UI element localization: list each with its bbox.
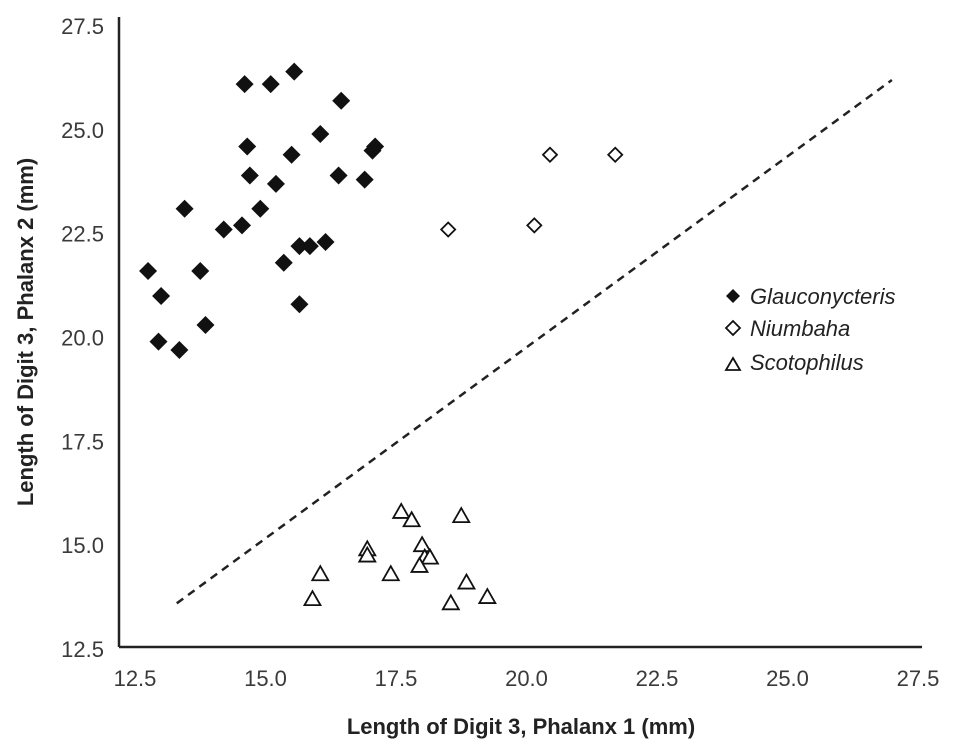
x-tick-label: 20.0: [505, 666, 548, 691]
data-point-glauconycteris-26: [149, 332, 168, 351]
data-point-scotophilus-13: [441, 593, 461, 611]
data-point-glauconycteris-6: [282, 145, 301, 164]
data-point-glauconycteris-22: [191, 262, 210, 281]
y-tick-label: 12.5: [61, 637, 104, 662]
data-point-glauconycteris-18: [300, 237, 319, 256]
data-point-scotophilus-2: [451, 506, 471, 523]
x-tick-label: 22.5: [636, 666, 679, 691]
axes: [117, 17, 922, 649]
y-tick-label: 22.5: [61, 222, 104, 247]
data-point-scotophilus-1: [402, 510, 422, 528]
legend-label-scotophilus: Scotophilus: [750, 350, 864, 375]
x-axis-title: Length of Digit 3, Phalanx 1 (mm): [347, 714, 695, 739]
y-tick-label: 15.0: [61, 533, 104, 558]
data-point-glauconycteris-9: [240, 166, 259, 185]
data-point-glauconycteris-16: [233, 216, 252, 235]
x-tick-label: 17.5: [375, 666, 418, 691]
data-point-glauconycteris-3: [332, 91, 351, 110]
x-tick-label: 27.5: [897, 666, 940, 691]
data-point-scotophilus-11: [456, 572, 477, 590]
data-point-glauconycteris-13: [175, 199, 194, 218]
data-points: [139, 62, 624, 611]
data-point-glauconycteris-4: [238, 137, 257, 156]
data-point-scotophilus-14: [477, 587, 497, 604]
x-tick-label: 12.5: [114, 666, 157, 691]
data-point-glauconycteris-12: [355, 170, 374, 189]
data-point-scotophilus-5: [357, 545, 377, 563]
legend-marker-niumbaha: [724, 319, 742, 337]
data-point-niumbaha-1: [606, 146, 624, 164]
data-point-glauconycteris-21: [139, 262, 158, 281]
legend-marker-glauconycteris: [726, 289, 740, 303]
data-point-glauconycteris-27: [170, 340, 189, 359]
data-point-glauconycteris-17: [290, 237, 309, 256]
x-tick-label: 15.0: [244, 666, 287, 691]
data-point-niumbaha-0: [541, 146, 559, 164]
data-point-glauconycteris-1: [261, 75, 280, 94]
data-point-glauconycteris-11: [329, 166, 348, 185]
data-point-glauconycteris-20: [274, 253, 293, 272]
data-point-scotophilus-3: [412, 535, 432, 553]
data-point-glauconycteris-14: [251, 199, 270, 218]
legend-marker-scotophilus: [724, 356, 742, 371]
data-point-glauconycteris-15: [214, 220, 233, 239]
data-point-glauconycteris-25: [196, 316, 215, 335]
data-point-glauconycteris-19: [316, 232, 335, 251]
data-point-scotophilus-10: [381, 564, 401, 582]
reference-line: [176, 78, 893, 605]
y-tick-labels: 12.5 15.0 17.5 20.0 22.5 25.0 27.5: [61, 14, 104, 662]
data-point-scotophilus-9: [310, 564, 330, 582]
data-point-glauconycteris-2: [285, 62, 304, 81]
legend-label-niumbaha: Niumbaha: [750, 316, 850, 341]
x-tick-labels: 12.5 15.0 17.5 20.0 22.5 25.0 27.5: [114, 666, 940, 691]
data-point-glauconycteris-5: [311, 124, 330, 143]
data-point-glauconycteris-24: [290, 295, 309, 314]
x-tick-label: 25.0: [766, 666, 809, 691]
legend-label-glauconycteris: Glauconycteris: [750, 284, 896, 309]
y-tick-label: 25.0: [61, 118, 104, 143]
data-point-scotophilus-8: [409, 556, 430, 573]
y-tick-label: 27.5: [61, 14, 104, 39]
y-tick-label: 20.0: [61, 326, 104, 351]
data-point-scotophilus-12: [302, 589, 323, 607]
legend: Glauconycteris Niumbaha Scotophilus: [724, 284, 896, 375]
y-axis-title: Length of Digit 3, Phalanx 2 (mm): [13, 158, 38, 506]
data-point-scotophilus-7: [420, 547, 440, 565]
data-point-glauconycteris-10: [266, 174, 285, 193]
data-point-niumbaha-2: [439, 221, 457, 238]
data-point-glauconycteris-0: [235, 75, 254, 94]
data-point-glauconycteris-23: [152, 286, 171, 305]
data-point-scotophilus-0: [391, 502, 411, 519]
y-tick-label: 17.5: [61, 429, 104, 454]
data-point-niumbaha-3: [526, 217, 543, 234]
data-point-glauconycteris-8: [366, 137, 385, 156]
